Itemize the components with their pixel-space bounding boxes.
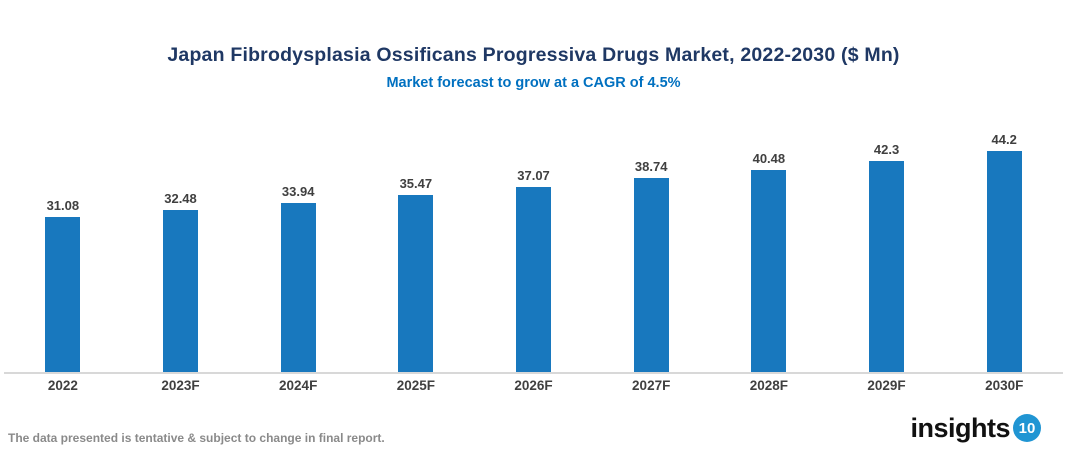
bar-value-label: 32.48 [164,191,197,206]
bar-group: 35.47 [357,100,475,373]
bar-value-label: 33.94 [281,184,315,199]
x-tick-label: 2028F [749,378,788,393]
x-tick-label: 2027F [632,378,671,393]
bar [398,195,434,373]
x-tick-label: 2026F [514,378,553,393]
bar [633,178,669,373]
disclaimer-text: The data presented is tentative & subjec… [8,431,385,445]
bar [986,151,1022,373]
x-tick-label: 2022 [47,378,78,393]
bar-value-label: 38.74 [634,159,668,174]
insights10-logo: insights 10 [910,414,1041,442]
logo-badge: 10 [1013,414,1041,442]
bar-group: 32.48 [122,100,240,373]
bar [516,187,552,373]
bar-value-label: 31.08 [46,198,80,213]
bar-group: 33.94 [239,100,357,373]
x-tick-label: 2030F [985,378,1024,393]
x-tick-label: 2029F [867,378,906,393]
bars-container: 31.08 32.48 33.94 35.47 37.07 38.74 40.4… [4,100,1063,373]
bar-value-label: 35.47 [399,176,433,191]
bar [751,170,787,373]
bar-group: 42.3 [828,100,946,373]
bar-value-label: 44.2 [991,132,1017,147]
bar-group: 31.08 [4,100,122,373]
logo-text: insights [910,412,1010,443]
bar-value-label: 42.3 [873,142,900,157]
bar-group: 37.07 [475,100,593,373]
x-axis-line [4,372,1063,374]
bar [869,161,905,373]
bar [45,217,81,373]
bar-group: 44.2 [945,100,1063,373]
bar-group: 40.48 [710,100,828,373]
plot-area: 31.08 32.48 33.94 35.47 37.07 38.74 40.4… [4,100,1063,373]
x-tick-label: 2023F [161,378,200,393]
x-axis-labels: 2022 2023F 2024F 2025F 2026F 2027F 2028F… [4,378,1063,393]
x-tick-label: 2025F [396,378,435,393]
bar-value-label: 40.48 [752,151,786,166]
bar [280,203,316,373]
chart-title: Japan Fibrodysplasia Ossificans Progress… [167,44,900,66]
x-tick-label: 2024F [279,378,318,393]
bar-group: 38.74 [592,100,710,373]
bar-value-label: 37.07 [517,168,550,183]
chart-subtitle: Market forecast to grow at a CAGR of 4.5… [386,75,681,91]
bar [163,210,198,373]
chart-header: Japan Fibrodysplasia Ossificans Progress… [0,44,1067,91]
